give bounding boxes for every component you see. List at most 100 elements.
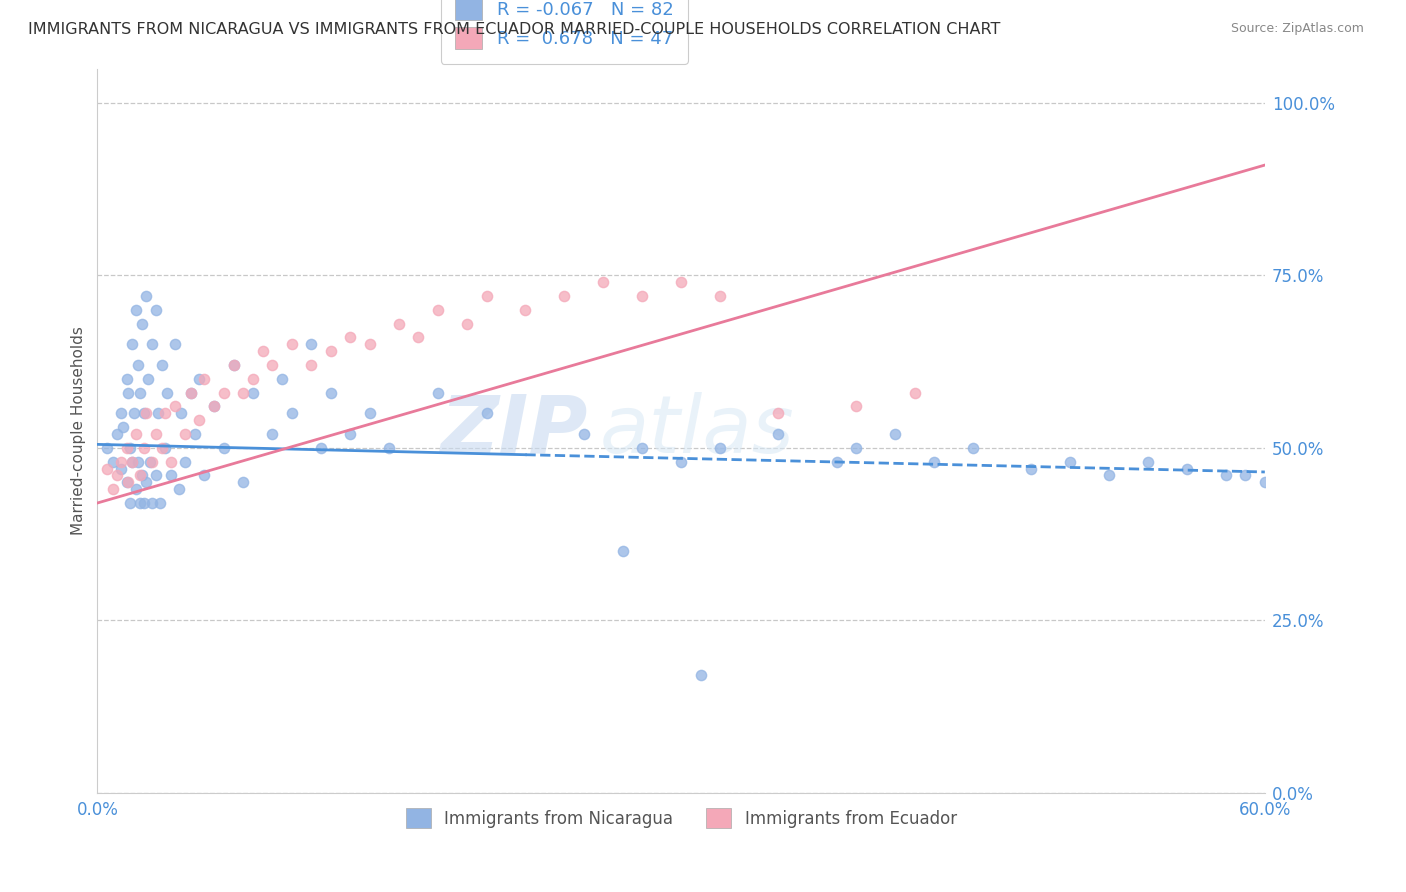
Point [129, 496, 152, 510]
Point [115, 372, 138, 386]
Point [139, 455, 162, 469]
Point [299, 358, 322, 372]
Point [160, 468, 183, 483]
Point [160, 455, 183, 469]
Point [252, 344, 274, 359]
Point [165, 400, 187, 414]
Point [922, 455, 945, 469]
Point [101, 482, 124, 496]
Point [120, 441, 142, 455]
Point [150, 358, 173, 372]
Point [135, 475, 157, 490]
Point [180, 385, 202, 400]
Point [180, 385, 202, 400]
Text: ZIP: ZIP [440, 392, 588, 469]
Point [125, 482, 148, 496]
Point [903, 385, 925, 400]
Point [768, 427, 790, 442]
Point [187, 372, 209, 386]
Point [669, 455, 692, 469]
Point [242, 385, 264, 400]
Point [1059, 455, 1081, 469]
Point [271, 372, 294, 386]
Point [222, 358, 245, 372]
Point [120, 496, 142, 510]
Point [212, 441, 235, 455]
Point [131, 468, 153, 483]
Point [149, 496, 172, 510]
Point [155, 441, 177, 455]
Point [96, 441, 118, 455]
Point [145, 468, 167, 483]
Point [339, 330, 361, 344]
Point [105, 427, 128, 442]
Point [187, 413, 209, 427]
Point [121, 455, 143, 469]
Point [202, 400, 225, 414]
Point [592, 275, 614, 289]
Point [1098, 468, 1121, 483]
Point [105, 468, 128, 483]
Point [281, 406, 304, 420]
Point [125, 302, 148, 317]
Point [456, 317, 478, 331]
Point [262, 358, 284, 372]
Point [1175, 461, 1198, 475]
Point [359, 406, 381, 420]
Point [212, 385, 235, 400]
Point [167, 482, 190, 496]
Point [141, 455, 163, 469]
Point [121, 455, 143, 469]
Point [146, 406, 169, 420]
Point [135, 406, 157, 420]
Point [131, 317, 153, 331]
Point [135, 289, 157, 303]
Point [121, 337, 143, 351]
Point [1254, 475, 1277, 490]
Point [132, 406, 155, 420]
Legend: Immigrants from Nicaragua, Immigrants from Ecuador: Immigrants from Nicaragua, Immigrants fr… [399, 801, 963, 835]
Point [408, 330, 430, 344]
Point [689, 668, 711, 682]
Point [553, 289, 575, 303]
Point [202, 400, 225, 414]
Point [299, 337, 322, 351]
Point [1234, 468, 1257, 483]
Point [388, 317, 411, 331]
Point [319, 344, 342, 359]
Point [845, 441, 868, 455]
Text: atlas: atlas [599, 392, 794, 469]
Point [127, 358, 149, 372]
Point [183, 427, 205, 442]
Point [845, 400, 868, 414]
Point [319, 385, 342, 400]
Point [426, 302, 449, 317]
Point [145, 302, 167, 317]
Point [669, 275, 692, 289]
Point [132, 441, 155, 455]
Point [136, 372, 159, 386]
Point [110, 461, 132, 475]
Text: Source: ZipAtlas.com: Source: ZipAtlas.com [1230, 22, 1364, 36]
Point [132, 496, 155, 510]
Point [475, 289, 498, 303]
Point [962, 441, 984, 455]
Point [170, 406, 193, 420]
Point [631, 441, 654, 455]
Point [222, 358, 245, 372]
Point [378, 441, 401, 455]
Point [141, 496, 163, 510]
Point [309, 441, 332, 455]
Point [174, 427, 197, 442]
Point [129, 468, 152, 483]
Point [515, 302, 537, 317]
Point [174, 455, 197, 469]
Point [612, 544, 634, 558]
Point [1137, 455, 1160, 469]
Point [125, 427, 148, 442]
Point [359, 337, 381, 351]
Point [155, 406, 177, 420]
Point [768, 406, 790, 420]
Point [111, 420, 134, 434]
Point [1021, 461, 1043, 475]
